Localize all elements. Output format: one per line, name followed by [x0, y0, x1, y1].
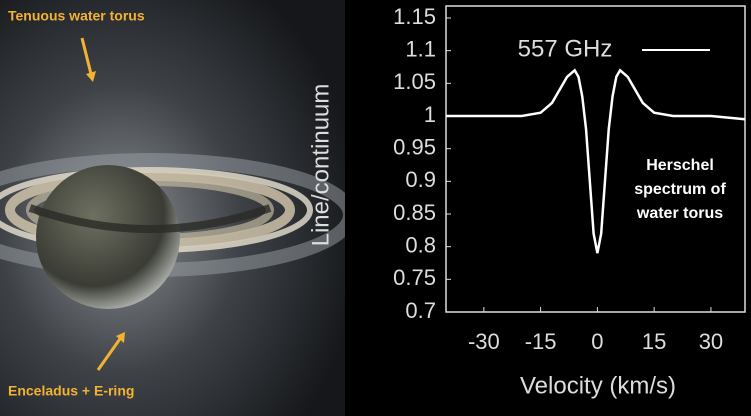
arrowhead [116, 332, 125, 343]
y-tick-label: 0.9 [405, 167, 436, 192]
y-axis-label: Line/continuum [307, 84, 334, 247]
legend-label: 557 GHz [518, 35, 613, 62]
arrow [80, 37, 94, 79]
annotation: water torus [636, 205, 723, 222]
y-tick-label: 0.7 [405, 298, 436, 323]
x-tick-label: 15 [642, 329, 666, 354]
chart-background [345, 0, 751, 416]
saturn-image [0, 0, 357, 416]
data-line [446, 68, 746, 254]
arrowhead [86, 71, 96, 82]
y-tick-label: 1.15 [393, 4, 436, 29]
y-tick-label: 0.85 [393, 200, 436, 225]
plot-frame [445, 5, 746, 313]
arrow [96, 335, 124, 371]
image-label: Tenuous water torus [8, 8, 145, 24]
y-tick-label: 0.75 [393, 265, 436, 290]
x-tick-label: 30 [699, 329, 723, 354]
y-tick-label: 0.95 [393, 134, 436, 159]
x-axis-label: Velocity (km/s) [520, 372, 676, 399]
x-tick-label: -30 [468, 329, 500, 354]
y-tick-label: 1.1 [405, 36, 436, 61]
image-label: Enceladus + E-ring [8, 383, 134, 399]
x-tick-label: 0 [591, 329, 603, 354]
y-tick-label: 0.8 [405, 232, 436, 257]
annotation: spectrum of [634, 181, 726, 198]
y-tick-label: 1 [424, 102, 436, 127]
y-tick-label: 1.05 [393, 69, 436, 94]
x-tick-label: -15 [525, 329, 557, 354]
annotation: Herschel [646, 157, 714, 174]
